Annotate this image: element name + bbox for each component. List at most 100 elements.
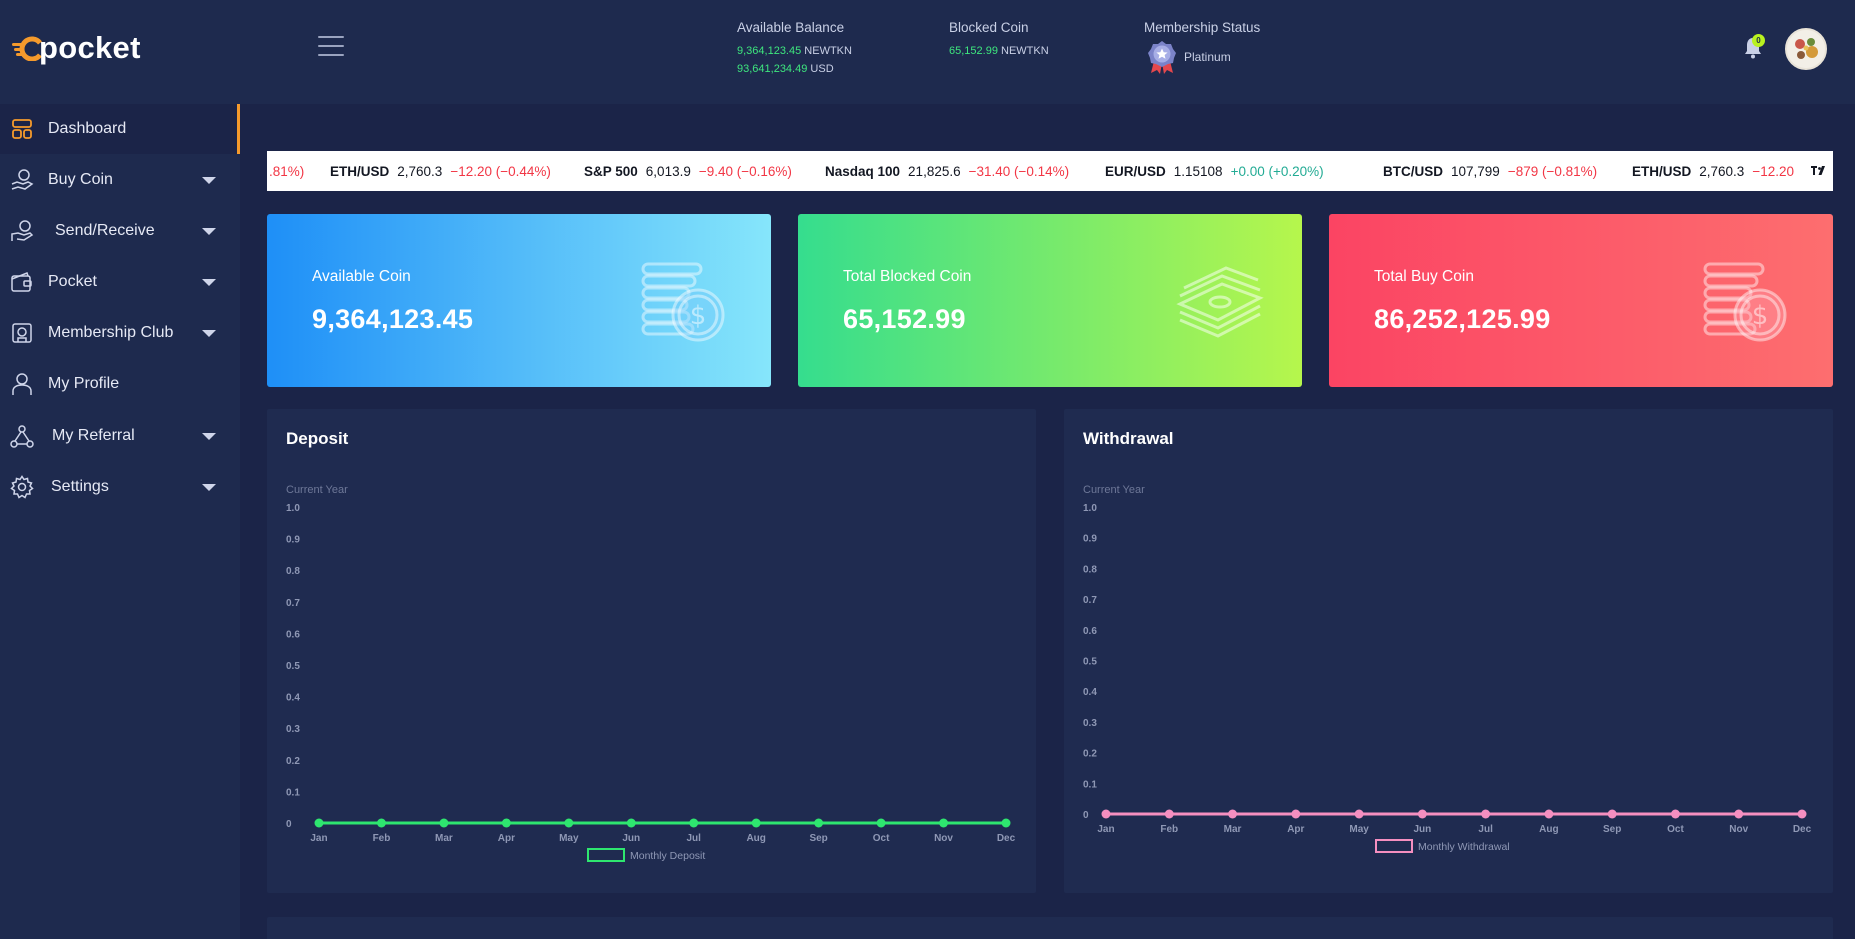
user-icon — [12, 373, 32, 395]
sidebar-item-dashboard[interactable]: Dashboard — [0, 104, 240, 154]
x-tick-label: Sep — [1603, 824, 1621, 835]
available-balance-usd-unit: USD — [810, 63, 834, 75]
sidebar-item-settings[interactable]: Settings — [0, 462, 240, 512]
x-tick-label: Aug — [746, 833, 765, 844]
sidebar-item-pocket[interactable]: Pocket — [0, 257, 240, 307]
blocked-coin-title: Blocked Coin — [949, 20, 1029, 35]
y-tick-label: 0.6 — [1083, 626, 1097, 637]
ticker-price: 21,825.6 — [908, 164, 961, 179]
sidebar-item-buy-coin[interactable]: Buy Coin — [0, 155, 240, 205]
ticker-price: 2,760.3 — [1699, 164, 1745, 179]
ticker-item[interactable]: S&P 500 6,013.9 −9.40 (−0.16%) — [584, 164, 792, 179]
ticker-item[interactable]: ETH/USD 2,760.3 −12.20 — [1632, 164, 1794, 179]
data-point[interactable] — [1544, 809, 1554, 819]
send-receive-icon — [11, 220, 34, 241]
x-tick-label: Mar — [435, 833, 453, 844]
data-point[interactable] — [564, 818, 574, 828]
ticker-price: 2,760.3 — [397, 164, 443, 179]
sidebar-item-label: Dashboard — [48, 120, 127, 137]
card-title: Total Buy Coin — [1374, 268, 1474, 285]
panel-title: Deposit — [286, 429, 349, 448]
sidebar-item-label: Send/Receive — [55, 222, 155, 239]
user-avatar[interactable] — [1785, 28, 1827, 70]
data-point[interactable] — [939, 818, 949, 828]
y-tick-label: 0.7 — [286, 598, 300, 609]
x-tick-label: May — [1349, 824, 1369, 835]
tradingview-logo-icon[interactable] — [1811, 165, 1827, 177]
y-tick-label: 0.5 — [286, 661, 300, 672]
sidebar-item-my-profile[interactable]: My Profile — [0, 359, 240, 409]
data-point[interactable] — [1670, 809, 1680, 819]
ticker-item[interactable]: ETH/USD 2,760.3 −12.20 (−0.44%) — [330, 164, 551, 179]
x-tick-label: May — [559, 833, 579, 844]
legend-label[interactable]: Monthly Withdrawal — [1418, 841, 1510, 853]
ticker-item[interactable]: BTC/USD 107,799 −879 (−0.81%) — [1383, 164, 1597, 179]
x-tick-label: Jul — [1478, 824, 1493, 835]
data-point[interactable] — [1481, 809, 1491, 819]
chevron-down-icon — [202, 227, 216, 235]
data-point[interactable] — [1001, 818, 1011, 828]
data-point[interactable] — [1607, 809, 1617, 819]
y-tick-label: 0.9 — [286, 535, 300, 546]
sidebar-item-send-receive[interactable]: Send/Receive — [0, 206, 240, 256]
data-point[interactable] — [876, 818, 886, 828]
data-point[interactable] — [1797, 809, 1807, 819]
available-balance: Available Balance 9,364,123.45 NEWTKN 93… — [737, 20, 852, 79]
ticker-item[interactable]: .81%) — [269, 164, 304, 179]
panel-title: Withdrawal — [1083, 429, 1174, 448]
ticker-change: −879 (−0.81%) — [1507, 164, 1598, 179]
chart-title: Current Year — [286, 484, 348, 496]
ticker-change: −31.40 (−0.14%) — [968, 164, 1070, 179]
card-value: 86,252,125.99 — [1374, 304, 1551, 334]
data-point[interactable] — [626, 818, 636, 828]
data-point[interactable] — [751, 818, 761, 828]
blocked-coin-value: 65,152.99 — [949, 45, 998, 57]
x-tick-label: Oct — [1667, 824, 1684, 835]
legend-label[interactable]: Monthly Deposit — [630, 850, 705, 862]
data-point[interactable] — [1164, 809, 1174, 819]
data-point[interactable] — [376, 818, 386, 828]
data-point[interactable] — [1228, 809, 1238, 819]
y-tick-label: 0.4 — [1083, 687, 1097, 698]
blocked-coin: Blocked Coin 65,152.99 NEWTKN — [949, 20, 1049, 60]
deposit-chart-panel: Deposit Current Year 0 0.1 0.2 0.3 0.4 0.5 0.6 0… — [267, 409, 1036, 893]
x-tick-label: Feb — [1160, 824, 1178, 835]
sidebar-item-label: My Profile — [48, 375, 120, 392]
available-balance-token-unit: NEWTKN — [804, 45, 852, 57]
data-point[interactable] — [501, 818, 511, 828]
membership-status: Membership Status Platinum — [1144, 20, 1260, 75]
coin-stack-icon: $ — [641, 262, 725, 342]
sidebar-item-membership-club[interactable]: Membership Club — [0, 308, 240, 358]
svg-text:$: $ — [1752, 301, 1769, 331]
x-tick-label: Nov — [1729, 824, 1748, 835]
legend-swatch[interactable] — [1375, 839, 1413, 853]
available-coin-card: Available Coin 9,364,123.45 $ — [267, 214, 771, 387]
ticker-item[interactable]: EUR/USD 1.15108 +0.00 (+0.20%) — [1105, 164, 1324, 179]
ticker-change: −12.20 (−0.44%) — [450, 164, 551, 179]
data-point[interactable] — [314, 818, 324, 828]
y-tick-label: 0 — [1083, 810, 1089, 821]
menu-toggle-button[interactable] — [318, 36, 344, 56]
data-point[interactable] — [1291, 809, 1301, 819]
data-point[interactable] — [439, 818, 449, 828]
dashboard-icon — [12, 119, 32, 139]
x-tick-label: Jan — [1097, 824, 1114, 835]
data-point[interactable] — [1354, 809, 1364, 819]
sidebar-item-label: Settings — [51, 478, 109, 495]
ticker-item[interactable]: Nasdaq 100 21,825.6 −31.40 (−0.14%) — [825, 164, 1069, 179]
y-tick-label: 0.4 — [286, 693, 300, 704]
svg-text:$: $ — [690, 301, 707, 331]
brand-logo[interactable]: pocket — [12, 30, 141, 66]
sidebar: Dashboard Buy Coin Send/Receive Pocket M… — [0, 104, 240, 939]
sidebar-item-my-referral[interactable]: My Referral — [0, 411, 240, 461]
data-point[interactable] — [1734, 809, 1744, 819]
data-point[interactable] — [689, 818, 699, 828]
logo-mark-icon — [12, 36, 42, 61]
market-ticker[interactable]: .81%) ETH/USD 2,760.3 −12.20 (−0.44%) S&P … — [267, 151, 1833, 191]
membership-status-title: Membership Status — [1144, 20, 1261, 35]
data-point[interactable] — [1417, 809, 1427, 819]
data-point[interactable] — [1101, 809, 1111, 819]
y-tick-label: 0.2 — [286, 756, 300, 767]
legend-swatch[interactable] — [587, 848, 625, 862]
data-point[interactable] — [814, 818, 824, 828]
